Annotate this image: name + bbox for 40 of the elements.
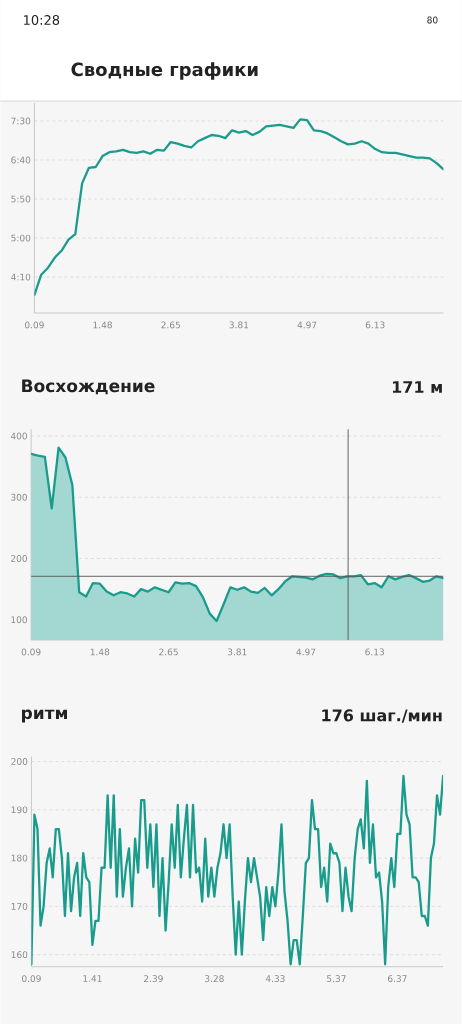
y-tick-label: 180 [11,854,28,862]
y-tick-label: 6:40 [11,156,31,164]
x-tick-label: 5.37 [327,975,346,983]
y-tick-label: 300 [11,493,28,501]
x-tick-label: 6.13 [365,321,385,329]
y-tick-label: 5:00 [11,234,31,242]
y-tick-label: 7:30 [11,117,31,125]
x-tick-label: 6.37 [388,975,407,983]
x-tick-label: 0.09 [21,648,41,656]
x-tick-label: 1.48 [93,321,113,329]
y-tick-label: 160 [11,951,28,959]
x-tick-label: 3.28 [205,975,224,983]
x-tick-label: 2.65 [161,321,181,329]
x-tick-label: 3.81 [229,321,249,329]
x-tick-label: 4.97 [296,648,316,656]
text: 80 [427,16,438,24]
x-tick-label: 0.09 [22,975,41,983]
x-tick-label: 1.48 [90,648,110,656]
chart-title: Восхождение [22,379,155,395]
chart-title: Сводные графики [71,62,258,80]
x-tick-label: 4.33 [265,975,285,983]
y-tick-label: 400 [10,432,28,440]
x-tick-label: 3.81 [228,648,247,656]
x-tick-label: 2.65 [159,648,178,656]
text: 10:28 [24,15,60,25]
x-tick-label: 6.13 [365,648,385,656]
chart-subtitle: 171 м [393,381,442,393]
chart-subtitle: 176 шаг./мин [322,709,442,723]
x-tick-label: 0.09 [25,321,44,329]
x-tick-label: 1.41 [83,975,102,982]
y-tick-label: 5:50 [11,195,31,203]
y-tick-label: 4:10 [11,273,31,281]
x-tick-label: 2.39 [144,975,163,983]
y-tick-label: 170 [11,902,28,910]
x-tick-label: 4.97 [297,321,317,329]
y-tick-label: 100 [11,616,28,624]
y-tick-label: 190 [11,806,28,814]
chart-title: ритм [22,709,68,723]
y-tick-label: 200 [11,758,28,765]
y-tick-label: 200 [11,555,28,562]
